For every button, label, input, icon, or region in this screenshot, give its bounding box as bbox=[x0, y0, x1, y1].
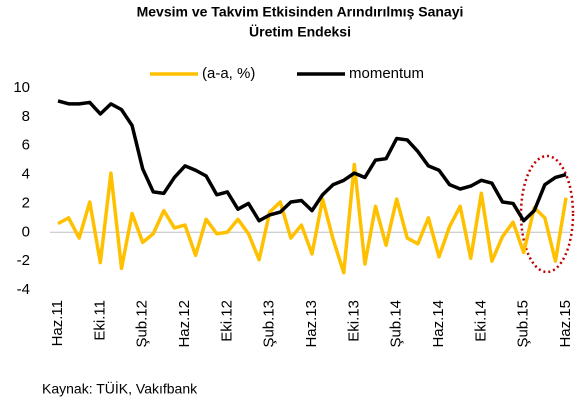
x-tick-label: Eki.12 bbox=[218, 300, 235, 342]
x-tick-label: Şub.15 bbox=[515, 300, 532, 348]
y-tick-label: -2 bbox=[17, 252, 30, 269]
y-tick-label: 4 bbox=[22, 166, 30, 183]
x-tick-label: Haz.12 bbox=[176, 300, 193, 348]
x-tick-label: Şub.12 bbox=[134, 300, 151, 348]
x-tick-label: Şub.13 bbox=[261, 300, 278, 348]
x-tick-label: Haz.14 bbox=[430, 300, 447, 348]
x-tick-label: Haz.15 bbox=[557, 300, 574, 348]
y-tick-label: -4 bbox=[17, 281, 30, 298]
legend-label: momentum bbox=[349, 65, 424, 82]
x-tick-label: Haz.11 bbox=[49, 300, 66, 346]
x-tick-label: Eki.13 bbox=[345, 300, 362, 342]
y-tick-label: 2 bbox=[22, 194, 30, 211]
y-tick-label: 10 bbox=[13, 79, 30, 96]
y-tick-label: 8 bbox=[22, 108, 30, 125]
chart-title: Üretim Endeksi bbox=[249, 24, 351, 40]
x-tick-label: Şub.14 bbox=[388, 300, 405, 348]
line-series bbox=[57, 99, 567, 223]
x-tick-label: Eki.14 bbox=[472, 300, 489, 342]
source: Kaynak: TÜİK, Vakıfbank bbox=[42, 380, 198, 397]
x-tick-label: Haz.13 bbox=[303, 300, 320, 348]
chart-title: Mevsim ve Takvim Etkisinden Arındırılmış… bbox=[137, 4, 464, 20]
line-series bbox=[57, 162, 568, 275]
legend-label: (a-a, %) bbox=[202, 65, 255, 82]
y-tick-label: 6 bbox=[22, 137, 30, 154]
y-tick-label: 0 bbox=[22, 223, 30, 240]
x-tick-label: Eki.11 bbox=[91, 300, 108, 341]
